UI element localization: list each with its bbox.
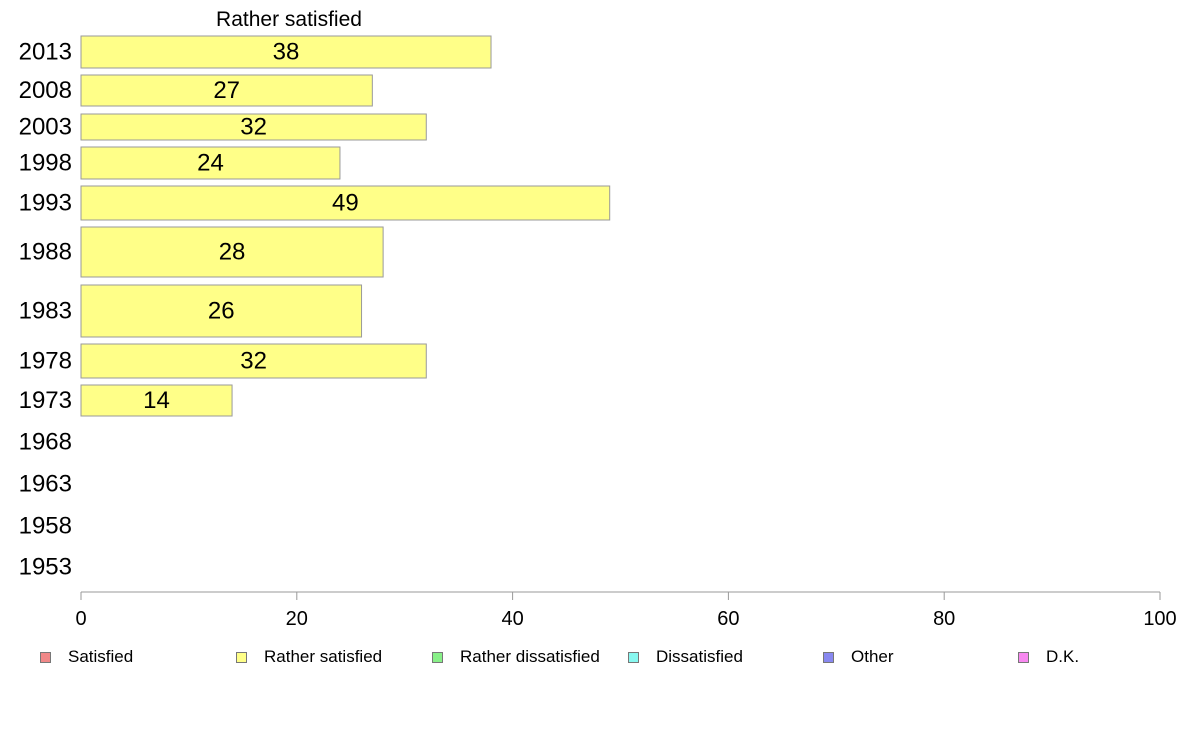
chart-title: Rather satisfied xyxy=(216,8,362,31)
legend-swatch xyxy=(432,651,443,663)
bar-value-label: 38 xyxy=(273,39,300,66)
x-tick-label: 80 xyxy=(933,608,955,630)
bar-value-label: 49 xyxy=(332,190,359,217)
legend-swatch xyxy=(236,651,247,663)
x-tick-label: 20 xyxy=(286,608,308,630)
y-tick-label: 1963 xyxy=(19,471,72,498)
y-tick-label: 2008 xyxy=(19,77,72,104)
legend-item: Satisfied xyxy=(40,645,133,669)
bar xyxy=(80,74,373,107)
bar-value-label: 32 xyxy=(240,114,267,141)
bar xyxy=(80,284,363,338)
bar-value-label: 28 xyxy=(219,239,246,266)
y-tick-label: 2013 xyxy=(19,39,72,66)
y-tick-label: 1988 xyxy=(19,239,72,266)
bar-value-label: 27 xyxy=(213,77,240,104)
x-tick-label: 0 xyxy=(75,608,86,630)
bar-value-label: 14 xyxy=(143,387,170,414)
legend-item: Rather satisfied xyxy=(236,645,382,669)
legend-swatch xyxy=(1018,651,1029,663)
legend-item: Dissatisfied xyxy=(628,645,743,669)
y-tick-label: 1973 xyxy=(19,387,72,414)
legend-label: Satisfied xyxy=(68,647,134,666)
bar xyxy=(80,113,427,141)
bar xyxy=(80,384,233,417)
x-tick-label: 60 xyxy=(717,608,739,630)
legend-item: Rather dissatisfied xyxy=(432,645,600,669)
bar xyxy=(80,146,341,180)
y-tick-label: 1993 xyxy=(19,190,72,217)
x-tick-label: 40 xyxy=(501,608,523,630)
y-tick-label: 2003 xyxy=(19,114,72,141)
legend-label: Rather satisfied xyxy=(264,647,383,666)
bar xyxy=(80,185,611,221)
legend-label: D.K. xyxy=(1046,647,1080,666)
legend: Satisfied Rather satisfied Rather dissatis… xyxy=(0,645,1188,669)
x-tick-label: 100 xyxy=(1143,608,1176,630)
y-tick-label: 1998 xyxy=(19,150,72,177)
y-tick-label: 1953 xyxy=(19,554,72,581)
y-tick-label: 1983 xyxy=(19,298,72,325)
legend-item: Other xyxy=(823,645,894,669)
bar xyxy=(80,35,492,69)
bar xyxy=(80,226,384,278)
bar-value-label: 24 xyxy=(197,150,224,177)
y-tick-label: 1958 xyxy=(19,513,72,540)
x-axis: 0 20 40 60 80 100 xyxy=(75,591,1177,630)
legend-label: Dissatisfied xyxy=(656,647,743,666)
y-axis-labels: 2013 2008 2003 1998 1993 1988 1983 1978 1973 1968… xyxy=(19,39,72,581)
y-tick-label: 1978 xyxy=(19,348,72,375)
bar xyxy=(80,343,427,379)
legend-swatch xyxy=(823,651,834,663)
bar-value-label: 32 xyxy=(240,348,267,375)
legend-label: Rather dissatisfied xyxy=(460,647,600,666)
legend-item: D.K. xyxy=(1018,645,1079,669)
legend-swatch xyxy=(40,651,51,663)
legend-swatch xyxy=(628,651,639,663)
bar-value-label: 26 xyxy=(208,298,235,325)
legend-label: Other xyxy=(851,647,894,666)
y-tick-label: 1968 xyxy=(19,429,72,456)
